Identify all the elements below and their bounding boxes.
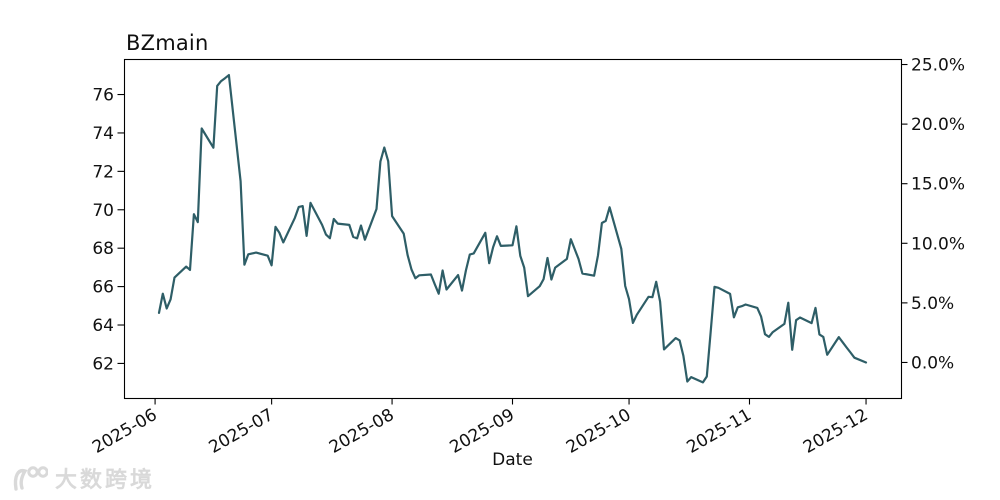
y-axis-left-tick-label: 76 <box>92 86 114 106</box>
y-axis-right-tick-label: 25.0% <box>911 56 965 76</box>
y-axis-right-tick-label: 0.0% <box>911 353 954 373</box>
plot-border <box>123 58 903 400</box>
y-axis-right-tick-label: 15.0% <box>911 175 965 195</box>
watermark: 大数跨境 <box>10 462 155 494</box>
x-axis-label: Date <box>492 450 533 470</box>
y-axis-left-tick-label: 64 <box>92 316 114 336</box>
y-axis-left-tick-label: 66 <box>92 278 114 298</box>
y-axis-left-tick-label: 74 <box>92 124 114 144</box>
y-axis-right-tick-label: 5.0% <box>911 294 954 314</box>
watermark-logo-icon <box>13 466 48 491</box>
y-axis-left-tick-label: 68 <box>92 239 114 259</box>
watermark-text: 大数跨境 <box>55 468 156 493</box>
price-line <box>157 73 868 384</box>
y-axis-left-tick-label: 70 <box>92 201 114 221</box>
y-axis-right-tick-label: 10.0% <box>911 234 965 254</box>
y-axis-left-tick-label: 72 <box>92 162 114 182</box>
y-axis-left-tick-label: 62 <box>92 354 114 374</box>
y-axis-right-tick-label: 20.0% <box>911 115 965 135</box>
chart-title: BZmain <box>126 31 209 55</box>
